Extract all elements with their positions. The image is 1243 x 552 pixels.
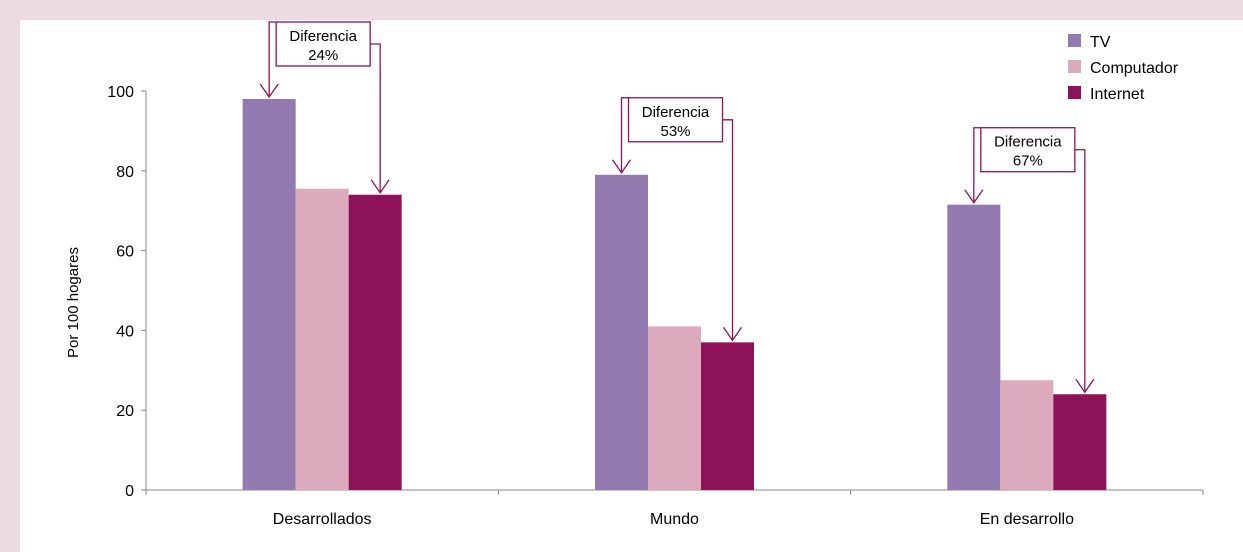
y-axis-title: Por 100 hogares	[65, 247, 82, 358]
x-category-label: En desarrollo	[980, 511, 1074, 528]
bar	[1000, 380, 1054, 490]
x-category-label: Mundo	[650, 511, 699, 528]
annotation-label: Diferencia	[994, 134, 1062, 151]
y-tick-label: 80	[116, 164, 134, 181]
annotation-value: 67%	[1013, 153, 1043, 170]
annotation-value: 24%	[308, 47, 338, 64]
bar	[701, 342, 754, 490]
annotation-right-connector	[722, 119, 734, 341]
annotation-box	[627, 97, 724, 143]
annotation-arrowhead	[722, 327, 743, 342]
legend-label: Computador	[1090, 60, 1179, 77]
legend-swatch	[1068, 60, 1081, 73]
bar	[242, 98, 296, 490]
annotation-left-connector	[268, 21, 277, 97]
bar	[648, 326, 701, 490]
difference-annotations: Diferencia 24% Diferencia 53% Diferencia 67%	[259, 21, 1095, 394]
y-tick-label: 100	[107, 84, 134, 101]
annotation-left-connector	[620, 97, 629, 173]
annotation-arrowhead	[964, 189, 984, 204]
annotation-right-connector	[370, 43, 381, 193]
bar	[348, 194, 402, 491]
annotation-value: 53%	[660, 123, 690, 140]
annotation-arrowhead	[611, 159, 632, 174]
bars	[242, 98, 1107, 491]
annotation-arrowhead	[1075, 378, 1095, 394]
legend-swatch	[1068, 34, 1081, 47]
annotation-label: Diferencia	[289, 28, 357, 45]
difference-annotation: Diferencia 24%	[259, 21, 390, 194]
annotation-right-connector	[1074, 149, 1086, 393]
bar-chart: 0 20 40 60 80 100 Desarrollados Mundo En desarr…	[65, 21, 1204, 528]
annotation-label: Diferencia	[642, 104, 710, 121]
y-axis: 0 20 40 60 80 100	[107, 84, 147, 500]
legend-label: Internet	[1090, 86, 1145, 103]
legend: TV Computador Internet	[1068, 34, 1179, 103]
bar	[595, 174, 648, 491]
annotation-arrowhead	[370, 179, 390, 194]
legend-swatch	[1068, 86, 1081, 99]
x-axis: Desarrollados Mundo En desarrollo	[145, 489, 1204, 528]
bar	[1053, 394, 1107, 490]
y-tick-label: 20	[116, 403, 134, 420]
annotation-box	[980, 127, 1076, 173]
annotation-left-connector	[973, 127, 981, 203]
chart-frame: 0 20 40 60 80 100 Desarrollados Mundo En desarr…	[20, 20, 1243, 552]
difference-annotation: Diferencia 53%	[611, 97, 743, 342]
difference-annotation: Diferencia 67%	[964, 127, 1095, 394]
bar	[295, 188, 349, 490]
annotation-arrowhead	[259, 83, 279, 99]
y-tick-label: 0	[125, 483, 134, 500]
legend-label: TV	[1090, 34, 1111, 51]
bar	[947, 204, 1001, 490]
annotation-box	[275, 21, 371, 67]
x-category-label: Desarrollados	[273, 511, 372, 528]
y-tick-label: 60	[116, 244, 134, 261]
y-tick-label: 40	[116, 323, 134, 340]
